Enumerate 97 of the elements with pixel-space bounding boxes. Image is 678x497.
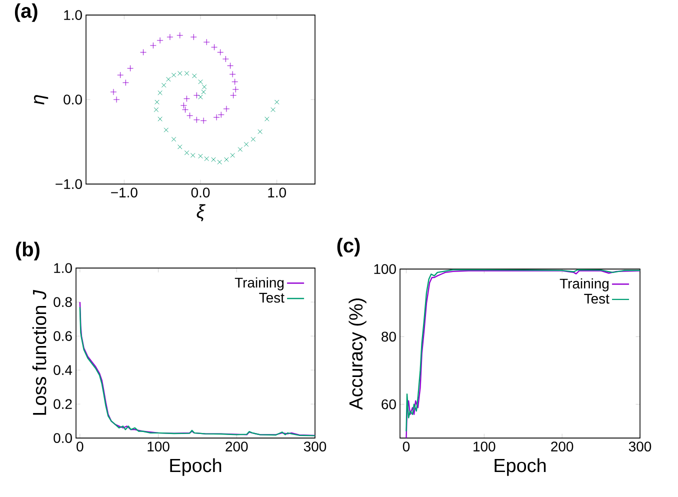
point — [176, 32, 184, 39]
x-tick-label: −1.0 — [111, 188, 138, 198]
x-axis-title: Epoch — [170, 458, 222, 476]
point — [230, 92, 237, 99]
point — [198, 94, 203, 100]
chart-title: (a) — [14, 3, 38, 22]
legend-label: Training — [560, 278, 609, 292]
point — [198, 154, 203, 159]
x-tick-label: 100 — [148, 442, 170, 452]
point — [171, 72, 176, 78]
point — [161, 82, 166, 88]
point — [122, 79, 129, 86]
point — [166, 34, 174, 40]
point — [127, 65, 134, 72]
point — [238, 147, 243, 152]
point — [229, 70, 236, 78]
point — [178, 70, 182, 76]
point — [180, 102, 187, 109]
x-tick-label: 0.0 — [191, 188, 210, 198]
point — [270, 107, 276, 112]
point — [218, 111, 224, 118]
point — [184, 150, 190, 156]
point — [222, 56, 229, 62]
point — [202, 84, 207, 90]
chart-title: (c) — [337, 238, 360, 256]
point — [154, 107, 159, 112]
point — [223, 106, 230, 112]
point — [190, 152, 196, 158]
point — [154, 100, 160, 104]
y-tick-label: 0.6 — [54, 331, 72, 341]
y-tick-label: 0.0 — [64, 94, 82, 104]
point — [186, 112, 194, 119]
point — [182, 106, 188, 113]
point — [193, 92, 200, 99]
x-tick-label: 1.0 — [268, 188, 286, 198]
point — [190, 34, 197, 40]
y-axis-title: Accuracy (%) — [348, 298, 366, 410]
point — [198, 79, 203, 84]
point — [232, 86, 239, 93]
point — [217, 160, 222, 164]
y-axis-title: Loss function J — [32, 290, 46, 415]
x-tick-label: 200 — [226, 442, 248, 452]
x-tick-label: 200 — [551, 442, 574, 452]
y-tick-label: 100 — [374, 264, 396, 274]
y-axis-title: η — [34, 95, 48, 104]
y-tick-label: 1.0 — [54, 263, 72, 273]
point — [211, 44, 218, 50]
point — [274, 100, 280, 104]
point — [250, 136, 256, 142]
x-axis-title: Epoch — [494, 458, 546, 476]
legend-label: Test — [584, 294, 610, 304]
y-tick-label: 80 — [382, 332, 396, 342]
y-tick-label: 0.8 — [54, 297, 72, 307]
point — [184, 95, 190, 102]
x-tick-label: 0 — [402, 442, 410, 452]
y-tick-label: 1.0 — [64, 10, 82, 20]
point — [117, 72, 124, 78]
y-tick-label: 0.4 — [54, 365, 72, 375]
point — [166, 76, 171, 82]
point — [258, 129, 262, 134]
point — [224, 157, 229, 162]
x-tick-label: 300 — [628, 442, 652, 452]
point — [217, 48, 224, 56]
x-axis-title: ξ — [196, 204, 206, 222]
x-tick-label: 300 — [304, 442, 326, 452]
point — [171, 136, 176, 142]
legend-label: Training — [234, 277, 284, 290]
point — [230, 152, 235, 158]
point — [113, 96, 120, 103]
point — [244, 142, 249, 147]
x-tick-label: 100 — [474, 442, 496, 452]
point — [184, 70, 190, 76]
point — [227, 62, 234, 69]
x-tick-label: 0 — [76, 442, 84, 452]
point — [211, 157, 216, 162]
point — [264, 116, 270, 122]
point — [156, 37, 164, 44]
y-tick-label: 60 — [382, 399, 396, 410]
point — [158, 116, 162, 122]
point — [192, 74, 197, 78]
y-tick-label: −1.0 — [56, 179, 82, 189]
point — [158, 90, 162, 96]
chart-title: (b) — [16, 242, 40, 260]
point — [213, 114, 220, 121]
point — [204, 156, 209, 162]
y-tick-label: 0.2 — [54, 399, 72, 409]
point — [110, 88, 117, 96]
point — [150, 42, 156, 49]
point — [193, 116, 200, 124]
point — [203, 38, 210, 46]
point — [201, 90, 206, 94]
point — [178, 144, 182, 150]
point — [200, 117, 207, 124]
legend-label: Test — [259, 292, 284, 303]
y-tick-label: 0.0 — [54, 433, 72, 443]
point — [232, 78, 238, 86]
point — [164, 128, 169, 132]
